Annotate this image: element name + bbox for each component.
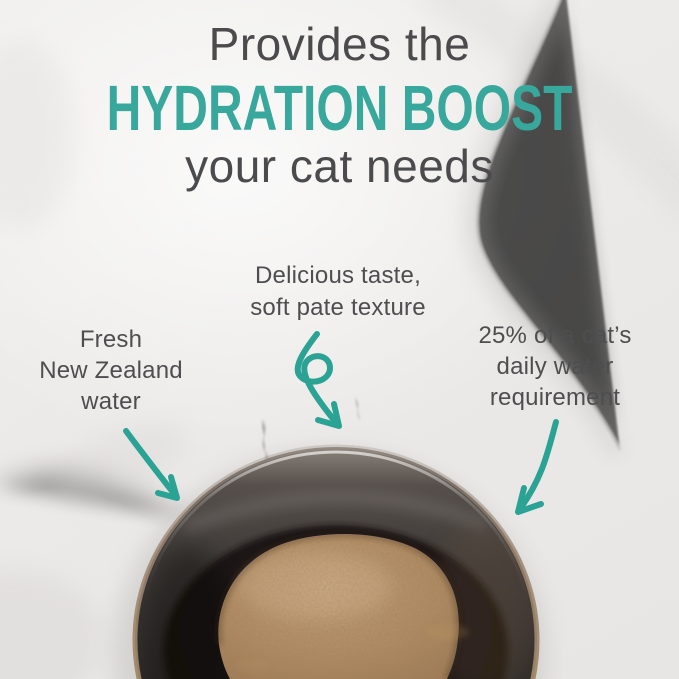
broth-glint-right	[425, 624, 469, 640]
headline-accent-text: HYDRATION BOOST	[106, 72, 573, 144]
callout-hydration-line-3: requirement	[489, 384, 621, 411]
callout-taste-line-1: Delicious taste,	[255, 262, 421, 289]
food-patty-highlight	[237, 552, 393, 620]
callout-hydration-line-2: daily water	[496, 353, 614, 380]
center-arrow-icon	[294, 331, 342, 429]
callout-taste-line-2: soft pate texture	[250, 294, 426, 321]
headline-line-2: HYDRATION BOOST	[0, 76, 679, 140]
headline-line-3: your cat needs	[185, 140, 494, 192]
headline-line-1: Provides the	[208, 18, 471, 70]
food-bowl-photo	[114, 444, 546, 679]
bowl-left-shadow	[143, 545, 233, 679]
callout-water-source: Fresh New Zealand water	[11, 324, 211, 417]
callout-water-line-3: water	[81, 388, 141, 415]
right-arrow-icon	[515, 419, 559, 515]
callout-hydration: 25% of a cat’s daily water requirement	[455, 320, 655, 413]
broth-glint-left	[234, 659, 270, 673]
callout-water-line-1: Fresh	[79, 326, 143, 353]
callout-hydration-line-1: 25% of a cat’s	[478, 322, 632, 349]
food-patty-edge	[215, 531, 462, 679]
bowl-inner-reflection	[182, 490, 490, 535]
callout-taste: Delicious taste, soft pate texture	[238, 260, 438, 324]
left-arrow-icon	[123, 428, 180, 501]
callout-water-line-2: New Zealand	[39, 357, 183, 384]
callout-arrows	[123, 331, 559, 515]
